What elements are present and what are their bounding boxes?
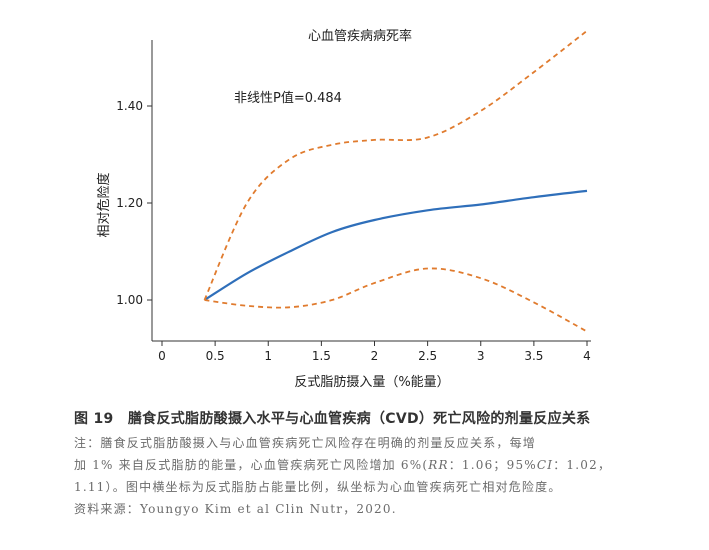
y-tick-label: 1.40 [116,99,143,113]
x-axis-label: 反式脂肪摄入量（%能量） [294,374,449,390]
x-tick-label: 1.5 [312,349,331,363]
series-upper-ci-line [203,30,588,301]
caption-text: 加 1% 来自反式脂肪的能量，心血管疾病死亡风险增加 6%( [74,458,429,472]
caption-note-line: 加 1% 来自反式脂肪的能量，心血管疾病死亡风险增加 6%(RR：1.06；95… [74,454,694,476]
x-tick-label: 3.5 [524,349,543,363]
x-tick-label: 2 [371,349,379,363]
caption-ci: CI [536,458,554,472]
series-estimate-line [203,189,588,301]
caption-text: ：1.06；95% [448,458,537,472]
x-tick-label: 0 [158,349,166,363]
x-tick-label: 3 [477,349,485,363]
x-tick-label: 1 [264,349,272,363]
caption-note-line: 1.11）。图中横坐标为反式脂肪占能量比例，纵坐标为心血管疾病死亡相对危险度。 [74,480,562,494]
figure-caption-note: 注：膳食反式脂肪酸摄入与心血管疾病死亡风险存在明确的剂量反应关系，每增 加 1%… [74,432,694,520]
x-tick-label: 2.5 [418,349,437,363]
y-axis-label: 相对危险度 [96,172,112,237]
caption-text: ：1.02， [553,458,612,472]
chart-title: 心血管疾病病死率 [308,28,412,44]
series-lower-ci-line [204,267,588,333]
caption-rr: RR [428,458,449,472]
y-tick-label: 1.00 [116,293,143,307]
x-tick-label: 0.5 [206,349,225,363]
x-tick-label: 4 [583,349,591,363]
caption-note-line: 注：膳食反式脂肪酸摄入与心血管疾病死亡风险存在明确的剂量反应关系，每增 [74,436,537,450]
p-value-annotation: 非线性P值=0.484 [234,90,342,106]
figure-caption-title: 图 19 膳食反式脂肪酸摄入水平与心血管疾病（CVD）死亡风险的剂量反应关系 [74,411,591,427]
y-tick-label: 1.20 [116,196,143,210]
series-layer [203,30,588,333]
chart: 心血管疾病病死率 非线性P值=0.484 0 0.5 1 1.5 2 2.5 3 3.5 4 1.… [96,28,591,390]
caption-note-line: 资料来源：Youngyo Kim et al Clin Nutr，2020. [74,502,397,516]
axes: 0 0.5 1 1.5 2 2.5 3 3.5 4 1.00 1.20 1.40 [116,40,591,363]
